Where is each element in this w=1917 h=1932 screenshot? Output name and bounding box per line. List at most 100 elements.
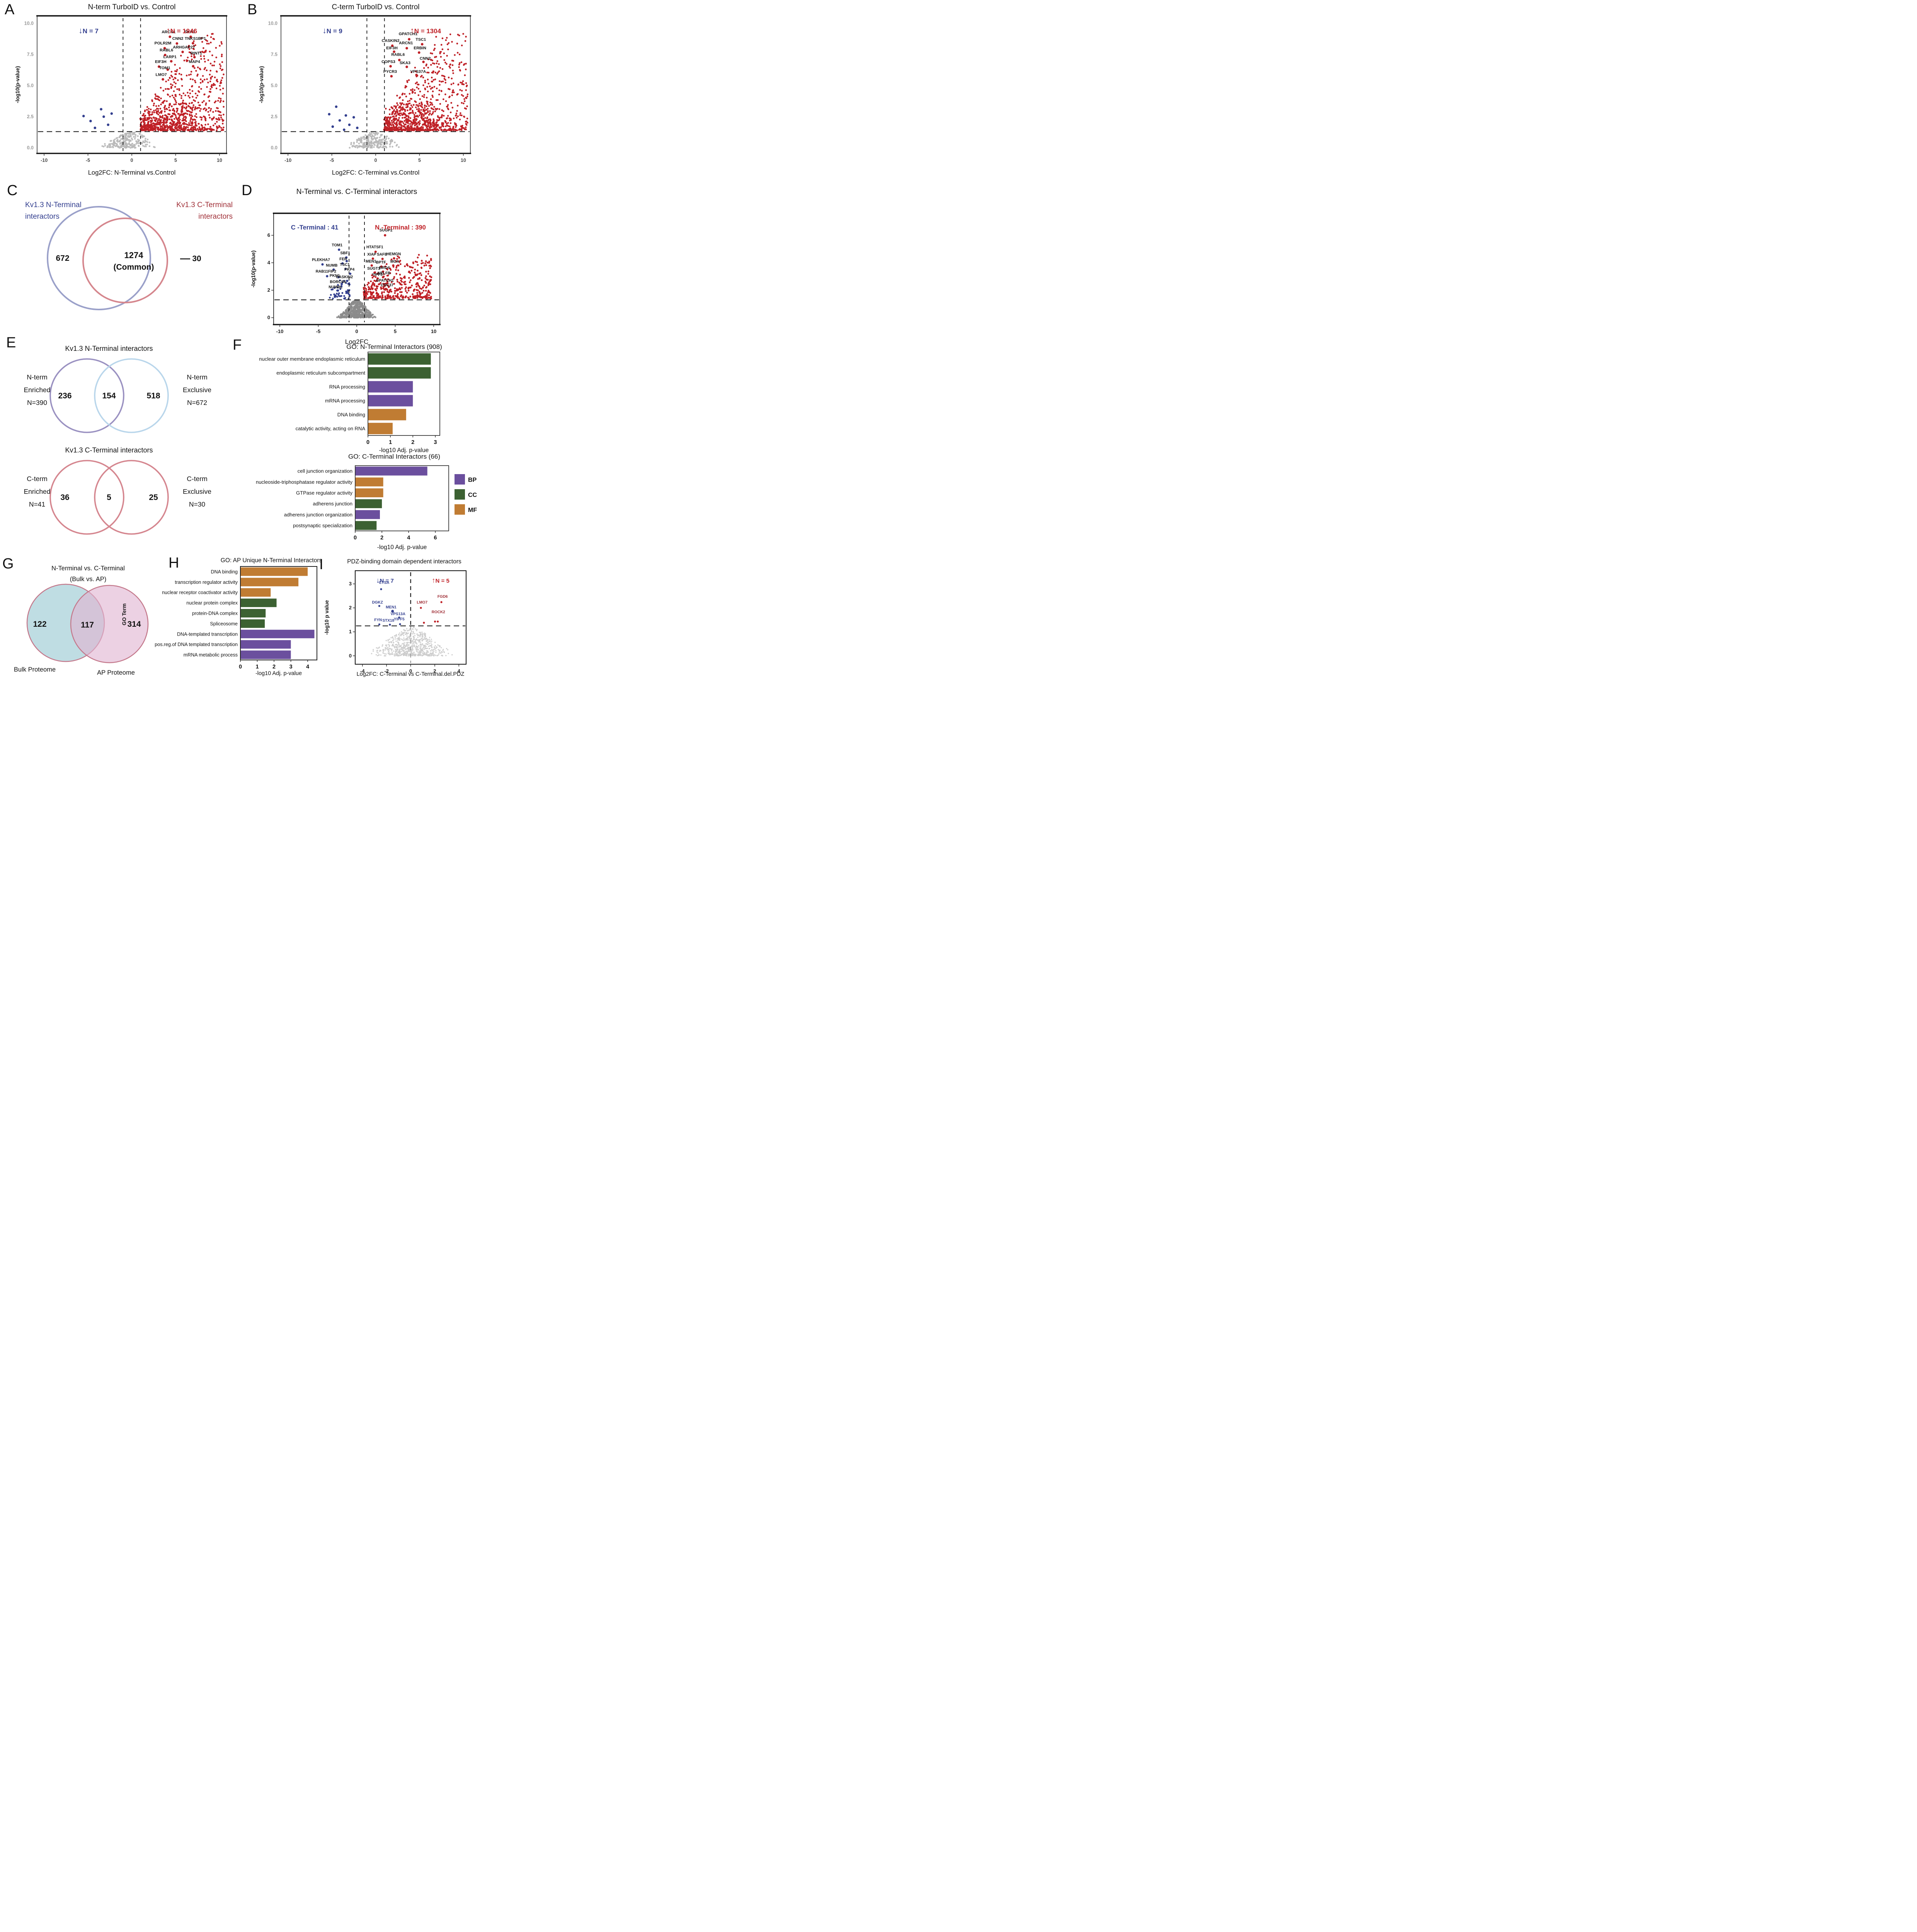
data-point bbox=[403, 639, 405, 640]
data-point bbox=[402, 122, 405, 124]
data-point bbox=[368, 286, 370, 288]
data-point bbox=[384, 653, 386, 655]
data-point bbox=[119, 143, 121, 145]
gene-point-bptf bbox=[380, 265, 383, 268]
bar-1 bbox=[355, 477, 383, 486]
data-point bbox=[171, 129, 173, 131]
data-point bbox=[403, 93, 406, 95]
data-point bbox=[435, 99, 438, 101]
data-point bbox=[410, 629, 412, 631]
data-point bbox=[335, 105, 338, 108]
data-point bbox=[144, 110, 146, 112]
data-point bbox=[223, 126, 225, 129]
data-point bbox=[207, 123, 209, 125]
data-point bbox=[453, 117, 455, 119]
data-point bbox=[345, 309, 347, 311]
data-point bbox=[178, 103, 180, 105]
data-point bbox=[431, 644, 432, 646]
gene-point-sugp2 bbox=[384, 234, 386, 236]
data-point bbox=[371, 284, 373, 287]
bar-6 bbox=[240, 629, 315, 638]
gene-label-cdc37: CDC37 bbox=[381, 283, 393, 287]
data-point bbox=[409, 281, 411, 283]
data-point bbox=[426, 293, 428, 295]
legend-label-cc: CC bbox=[468, 492, 477, 498]
data-point bbox=[412, 262, 414, 264]
data-point bbox=[422, 124, 424, 126]
x-tick-label: 2 bbox=[433, 668, 436, 674]
data-point bbox=[189, 89, 191, 91]
data-point bbox=[427, 66, 429, 69]
panel-title: N-term TurboID vs. Control bbox=[88, 3, 176, 11]
data-point bbox=[436, 87, 438, 90]
data-point bbox=[407, 287, 409, 289]
data-point bbox=[394, 287, 396, 289]
data-point bbox=[215, 100, 217, 102]
data-point bbox=[391, 650, 393, 651]
data-point bbox=[200, 55, 202, 57]
data-point bbox=[197, 66, 199, 68]
data-point bbox=[165, 80, 167, 83]
data-point bbox=[171, 76, 174, 78]
data-point bbox=[197, 73, 199, 76]
data-point bbox=[400, 104, 402, 106]
data-point bbox=[414, 89, 415, 91]
data-point bbox=[446, 37, 448, 39]
data-point bbox=[419, 648, 421, 650]
data-point bbox=[419, 292, 421, 294]
data-point bbox=[428, 639, 430, 640]
data-point bbox=[170, 127, 172, 129]
bar-category-label: cell junction organization bbox=[298, 468, 352, 474]
data-point bbox=[413, 643, 415, 645]
data-point bbox=[191, 90, 194, 92]
data-point bbox=[419, 120, 421, 122]
data-point bbox=[441, 109, 443, 111]
data-point bbox=[419, 90, 421, 93]
data-point bbox=[201, 37, 203, 39]
data-point bbox=[393, 117, 395, 120]
data-point bbox=[399, 291, 401, 293]
data-point bbox=[430, 645, 432, 646]
data-point bbox=[446, 117, 448, 119]
data-point bbox=[425, 645, 427, 647]
data-point bbox=[441, 655, 443, 656]
data-point bbox=[438, 108, 441, 110]
data-point bbox=[461, 90, 463, 92]
data-point bbox=[430, 650, 432, 651]
venn-title: N-Terminal vs. C-Terminal bbox=[51, 565, 125, 572]
data-point bbox=[365, 316, 367, 318]
data-point bbox=[380, 282, 382, 284]
data-point bbox=[412, 111, 414, 113]
data-point bbox=[394, 655, 396, 656]
gene-label-fgd6: FGD6 bbox=[438, 595, 448, 599]
data-point bbox=[362, 136, 364, 138]
gene-point-pkp4 bbox=[349, 272, 352, 275]
data-point bbox=[196, 94, 199, 97]
data-point bbox=[442, 80, 444, 83]
data-point bbox=[171, 105, 173, 107]
gene-label-arcn1: ARCN1 bbox=[399, 41, 413, 45]
data-point bbox=[180, 124, 182, 126]
data-point bbox=[143, 124, 145, 126]
data-point bbox=[192, 99, 195, 101]
data-point bbox=[329, 297, 331, 299]
data-point bbox=[394, 292, 396, 294]
data-point bbox=[131, 137, 133, 139]
data-point bbox=[177, 117, 180, 119]
data-point bbox=[434, 654, 435, 656]
data-point bbox=[205, 104, 207, 106]
data-point bbox=[414, 635, 416, 636]
data-point bbox=[436, 126, 438, 128]
data-point bbox=[165, 122, 167, 124]
data-point bbox=[395, 651, 396, 652]
data-point bbox=[466, 117, 468, 120]
data-point bbox=[417, 284, 419, 286]
data-point bbox=[432, 96, 434, 98]
data-point bbox=[415, 639, 417, 641]
data-point bbox=[209, 88, 211, 90]
data-point bbox=[175, 70, 178, 73]
data-point bbox=[414, 646, 415, 648]
data-point bbox=[461, 114, 463, 116]
gene-point-yipf5 bbox=[399, 623, 401, 625]
data-point bbox=[407, 129, 409, 131]
